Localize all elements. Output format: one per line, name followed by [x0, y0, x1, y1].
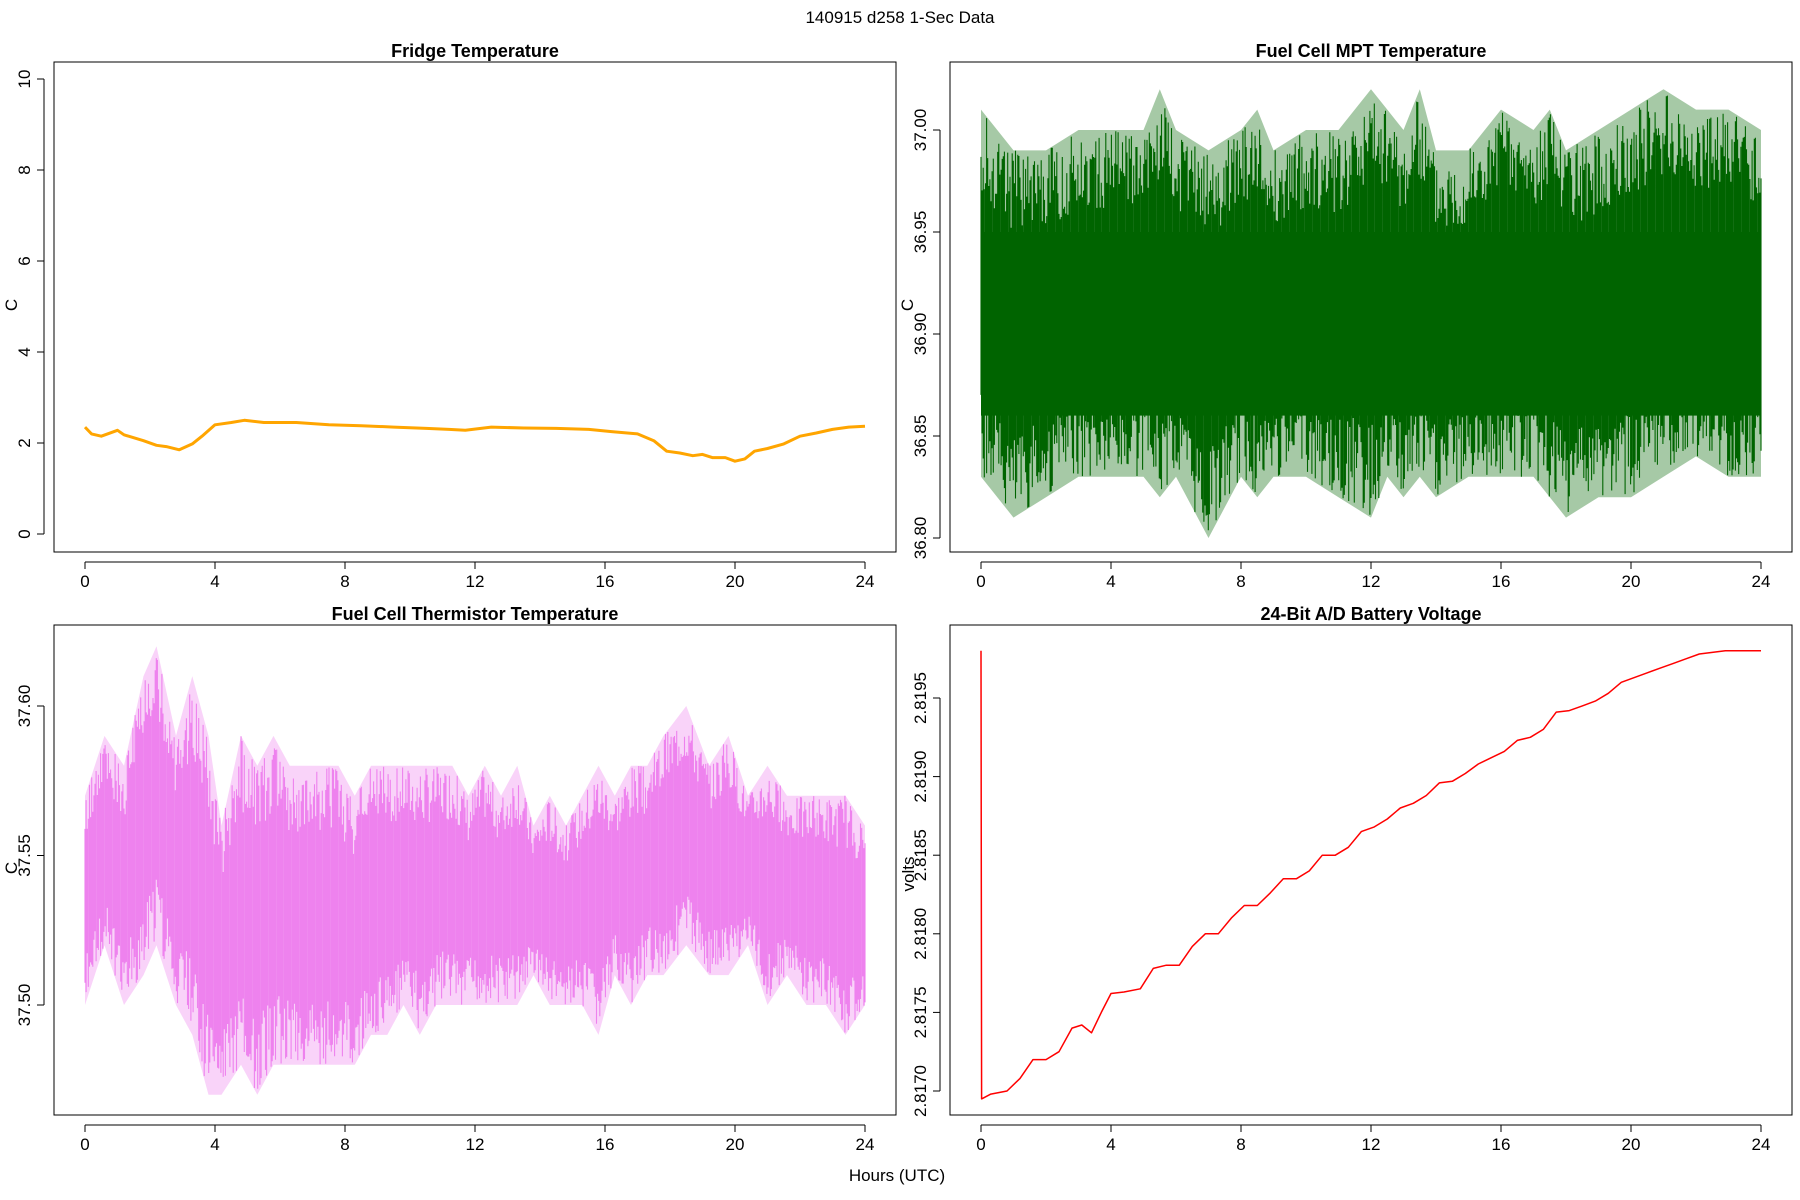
y-tick-label: 2.8175 [911, 986, 930, 1038]
y-tick-label: 36.90 [911, 313, 930, 356]
y-tick-label: 36.95 [911, 211, 930, 254]
panel-battery-voltage: 24-Bit A/D Battery Voltage volts 0 4 8 12 16 20… [899, 604, 1793, 1154]
y-tick-label: 2.8195 [911, 672, 930, 724]
x-tick-label: 0 [80, 1135, 89, 1154]
y-tick-label: 37.00 [911, 109, 930, 152]
y-tick-label: 2.8185 [911, 829, 930, 881]
y-tick-label: 2.8190 [911, 751, 930, 803]
plot-frame [53, 624, 897, 1116]
y-axis-label: C [2, 862, 21, 874]
x-tick-label: 16 [1492, 1135, 1511, 1154]
x-tick-label: 16 [596, 572, 615, 591]
x-tick-label: 12 [1362, 572, 1381, 591]
y-tick-label: 2 [15, 438, 34, 447]
chart-title: Fuel Cell Thermistor Temperature [332, 604, 619, 624]
y-tick-label: 0 [15, 529, 34, 538]
y-tick-label: 4 [15, 347, 34, 356]
x-tick-label: 4 [210, 572, 219, 591]
y-tick-label: 37.50 [15, 984, 34, 1027]
x-tick-label: 24 [1752, 1135, 1771, 1154]
shared-x-axis-label: Hours (UTC) [849, 1166, 945, 1185]
y-axis-label: C [898, 299, 917, 311]
y-tick-label: 2.8180 [911, 908, 930, 960]
y-tick-label: 36.80 [911, 517, 930, 560]
x-tick-label: 12 [466, 572, 485, 591]
page-title: 140915 d258 1-Sec Data [805, 8, 995, 27]
x-tick-label: 16 [596, 1135, 615, 1154]
y-tick-label: 36.85 [911, 415, 930, 458]
x-tick-label: 0 [976, 1135, 985, 1154]
x-tick-label: 20 [1622, 572, 1641, 591]
series-spikes [84, 658, 866, 1089]
x-tick-label: 24 [1752, 572, 1771, 591]
x-tick-label: 8 [1236, 572, 1245, 591]
series-line [83, 418, 866, 463]
plot-frame [949, 61, 1793, 553]
x-tick-label: 4 [1106, 1135, 1115, 1154]
x-tick-label: 20 [726, 1135, 745, 1154]
series-dense-core [981, 232, 1761, 416]
y-axis-label: C [2, 299, 21, 311]
series-line [980, 650, 1761, 1100]
y-tick-label: 2.8170 [911, 1065, 930, 1117]
plot-frame [949, 624, 1793, 1116]
y-tick-label: 37.55 [15, 834, 34, 877]
x-tick-label: 24 [856, 1135, 875, 1154]
y-tick-label: 37.60 [15, 685, 34, 728]
x-tick-label: 24 [856, 572, 875, 591]
x-tick-label: 12 [466, 1135, 485, 1154]
y-tick-label: 8 [15, 165, 34, 174]
x-tick-label: 4 [1106, 572, 1115, 591]
x-tick-label: 20 [726, 572, 745, 591]
panel-fuel-cell-mpt-temperature: Fuel Cell MPT Temperature C 0 4 8 12 16 20 24 36.… [898, 41, 1793, 591]
x-tick-label: 16 [1492, 572, 1511, 591]
y-tick-label: 6 [15, 256, 34, 265]
x-tick-label: 20 [1622, 1135, 1641, 1154]
chart-title: 24-Bit A/D Battery Voltage [1260, 604, 1481, 624]
x-tick-label: 12 [1362, 1135, 1381, 1154]
x-tick-label: 0 [976, 572, 985, 591]
x-tick-label: 4 [210, 1135, 219, 1154]
x-tick-label: 8 [1236, 1135, 1245, 1154]
x-tick-label: 0 [80, 572, 89, 591]
chart-title: Fuel Cell MPT Temperature [1256, 41, 1487, 61]
plot-frame [53, 61, 897, 553]
x-tick-label: 8 [340, 1135, 349, 1154]
y-axis-label: volts [899, 857, 918, 892]
chart-title: Fridge Temperature [391, 41, 559, 61]
x-tick-label: 8 [340, 572, 349, 591]
panel-fuel-cell-thermistor-temperature: Fuel Cell Thermistor Temperature C 0 4 8 12 16… [2, 604, 897, 1154]
y-tick-label: 10 [15, 70, 34, 89]
